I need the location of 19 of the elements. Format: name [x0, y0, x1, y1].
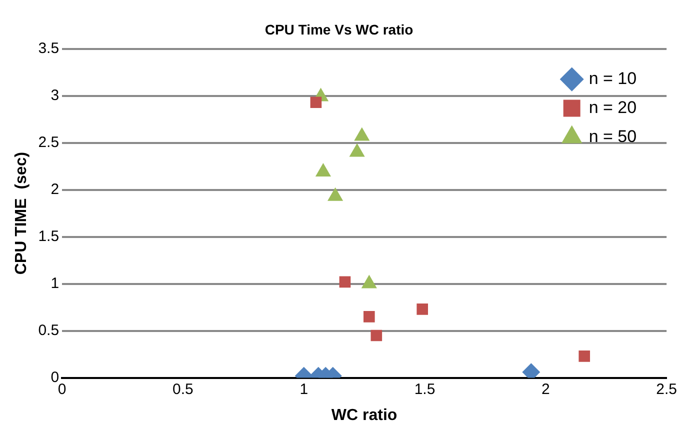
- y-tick-label: 2: [50, 180, 60, 198]
- x-tick-label: 0.5: [172, 380, 194, 398]
- y-tick-label: 3: [50, 86, 60, 104]
- y-tick-label: 3.5: [38, 40, 60, 57]
- y-tick-label: 0.5: [38, 322, 60, 339]
- y-tick-label: 1.5: [38, 228, 60, 245]
- x-tick-label: 2.5: [656, 380, 678, 398]
- x-tick-label: 2: [542, 380, 550, 398]
- x-tick-label: 1: [300, 380, 308, 398]
- legend-label: n = 20: [588, 98, 637, 117]
- x-tick-label: 1.5: [414, 380, 436, 398]
- chart-title: CPU Time Vs WC ratio: [264, 21, 414, 38]
- y-tick-label: 2.5: [38, 134, 60, 151]
- y-axis-title: CPU TIME (sec): [13, 152, 30, 275]
- legend-label: n = 10: [588, 68, 637, 88]
- y-tick-label: 1: [50, 274, 60, 292]
- y-tick-label: 0: [50, 368, 60, 386]
- legend-label: n = 50: [588, 126, 637, 146]
- x-axis-title: WC ratio: [331, 406, 398, 424]
